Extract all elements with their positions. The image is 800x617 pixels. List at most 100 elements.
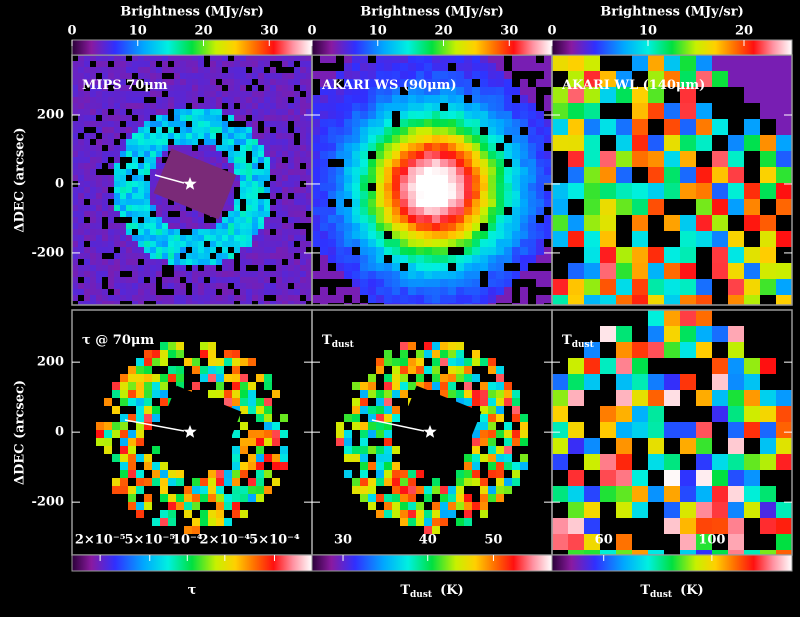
pixel [496,71,504,79]
pixel [288,151,294,157]
pixel [132,271,138,277]
pixel [696,502,712,518]
pixel [128,430,136,438]
pixel [712,231,728,247]
pixel [552,87,568,103]
pixel [504,119,512,127]
pixel [306,79,312,85]
pixel [440,247,448,255]
pixel [544,255,552,263]
pixel [568,374,584,390]
pixel [90,283,96,289]
pixel [464,366,472,374]
pixel [168,235,174,241]
pixel [270,253,276,259]
pixel [320,167,328,175]
pixel [270,193,276,199]
pixel [496,279,504,287]
pixel [282,289,288,295]
pixel [352,446,360,454]
pixel [306,139,312,145]
pixel [234,61,240,67]
pixel [440,287,448,295]
colorbar-label: Brightness (MJy/sr) [120,5,264,20]
pixel [648,486,664,502]
pixel [440,135,448,143]
pixel [102,199,108,205]
pixel [344,87,352,95]
pixel [300,205,306,211]
pixel [240,382,248,390]
pixel [270,97,276,103]
pixel [216,157,222,163]
pixel [264,91,270,97]
pixel [376,406,384,414]
pixel [252,151,258,157]
pixel [520,231,528,239]
pixel [728,390,744,406]
pixel [160,382,168,390]
pixel [258,73,264,79]
panel-label-text: AKARI WL (140μm) [561,78,705,93]
pixel [108,163,114,169]
pixel [282,229,288,235]
pixel [272,430,280,438]
pixel [384,271,392,279]
pixel [78,253,84,259]
pixel [392,462,400,470]
pixel [416,374,424,382]
pixel [126,283,132,289]
pixel [248,494,256,502]
pixel [480,191,488,199]
pixel [78,85,84,91]
pixel [376,175,384,183]
pixel [144,55,150,61]
pixel [400,239,408,247]
pixel [464,151,472,159]
pixel [552,518,568,534]
pixel [120,109,126,115]
pixel [210,247,216,253]
pixel [306,151,312,157]
pixel [544,135,552,143]
pixel [728,183,744,199]
pixel [464,518,472,526]
pixel [496,63,504,71]
pixel [210,145,216,151]
pixel [416,486,424,494]
pixel [276,187,282,193]
pixel [128,390,136,398]
pixel [174,259,180,265]
pixel [258,199,264,205]
pixel [616,502,632,518]
pixel [544,55,552,63]
pixel [282,61,288,67]
pixel [232,366,240,374]
pixel [132,103,138,109]
pixel [240,446,248,454]
pixel [198,217,204,223]
pixel [138,163,144,169]
pixel [512,111,520,119]
pixel [472,279,480,287]
pixel [424,295,432,303]
pixel [176,350,184,358]
pixel [520,438,528,446]
pixel [456,63,464,71]
pixel [416,366,424,374]
pixel [552,215,568,231]
pixel [320,111,328,119]
pixel [180,121,186,127]
pixel [432,135,440,143]
pixel [536,167,544,175]
pixel [376,151,384,159]
pixel [264,382,272,390]
pixel [294,79,300,85]
pixel [384,63,392,71]
pixel [162,139,168,145]
pixel [544,231,552,239]
pixel [144,79,150,85]
pixel [232,478,240,486]
pixel [192,109,198,115]
